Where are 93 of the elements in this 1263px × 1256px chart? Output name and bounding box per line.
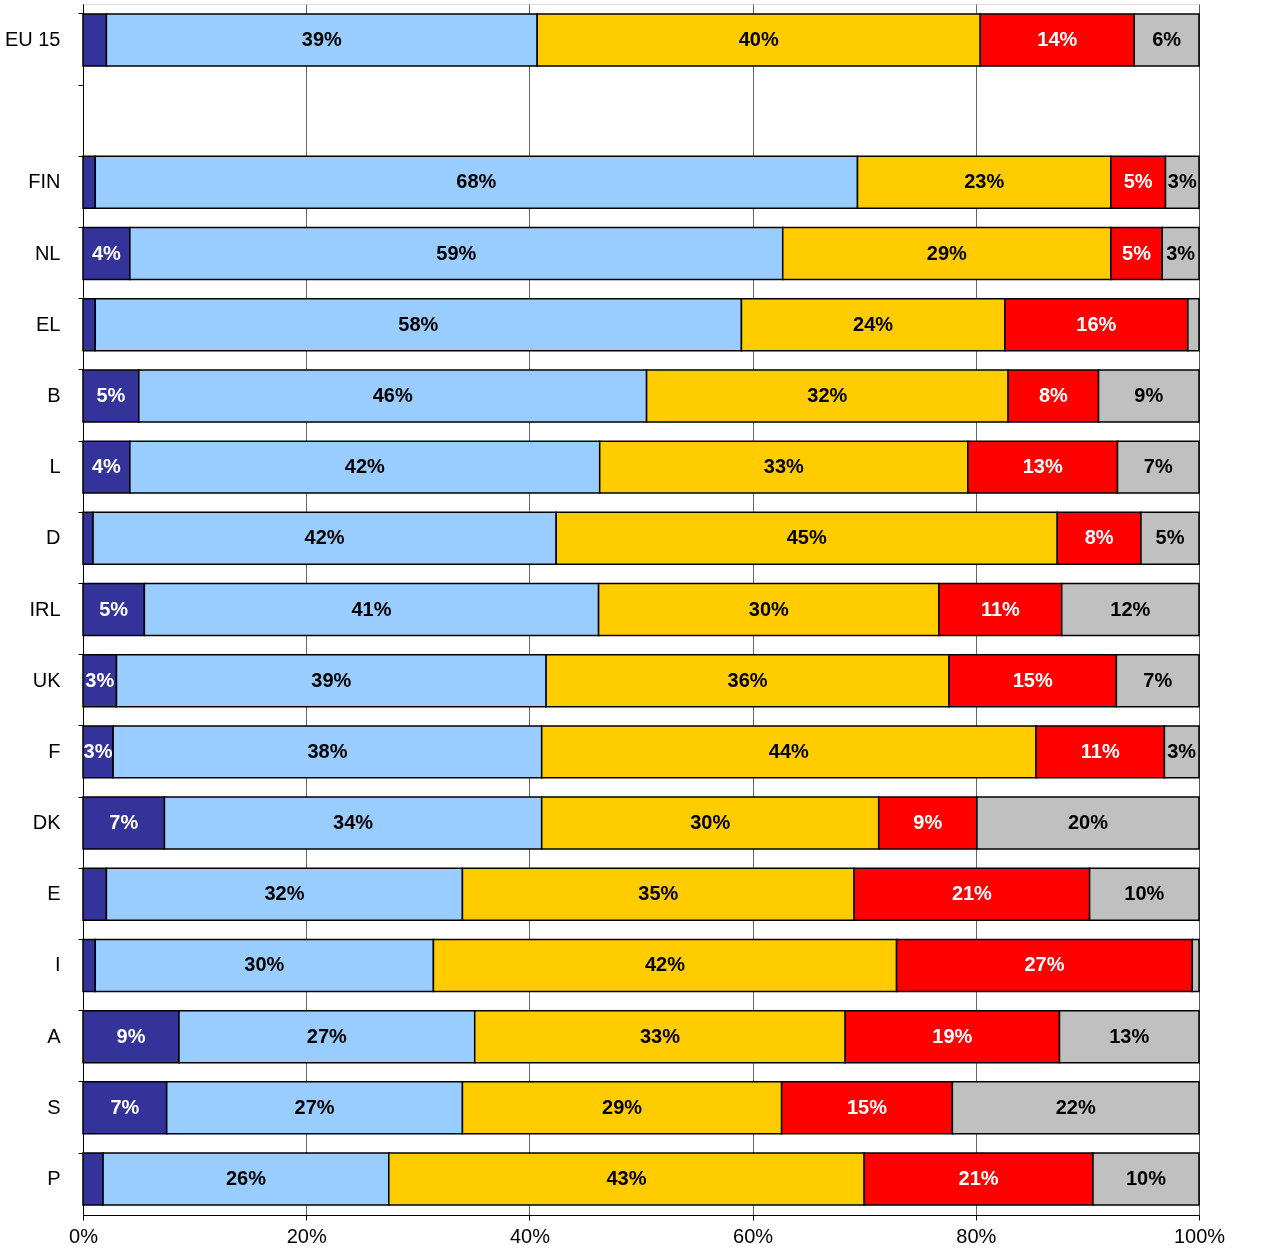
data-label: 7% — [109, 811, 139, 834]
data-label: 16% — [1076, 312, 1117, 335]
data-label: 27% — [294, 1095, 335, 1118]
y-tick-label: B — [47, 383, 61, 406]
data-label: 26% — [225, 1167, 267, 1190]
data-label: 20% — [1067, 811, 1109, 834]
data-label: 13% — [1022, 455, 1063, 478]
data-label: 5% — [1123, 170, 1153, 193]
data-label: 5% — [96, 383, 126, 406]
data-label: 24% — [853, 312, 894, 335]
data-label: 40% — [738, 27, 779, 50]
data-label: 27% — [306, 1024, 348, 1047]
data-label: 3% — [1167, 170, 1197, 193]
data-label: 6% — [1152, 27, 1182, 50]
y-tick-label: I — [54, 953, 61, 976]
data-label: 11% — [980, 597, 1021, 620]
x-tick-label: 0% — [69, 1224, 99, 1247]
y-tick-label: EU 15 — [4, 27, 61, 50]
data-label: 29% — [602, 1095, 643, 1118]
data-label: 44% — [768, 739, 810, 762]
data-label: 42% — [644, 953, 686, 976]
data-label: 13% — [1109, 1024, 1150, 1047]
data-label: 42% — [344, 455, 386, 478]
x-tick-label: 80% — [956, 1224, 997, 1247]
data-label: 41% — [351, 597, 392, 620]
data-label: 35% — [638, 882, 679, 905]
y-tick-label: UK — [32, 668, 62, 691]
data-label: 9% — [116, 1024, 146, 1047]
data-label: 7% — [1143, 668, 1173, 691]
data-label: 23% — [964, 170, 1005, 193]
y-tick-label: FIN — [28, 170, 61, 193]
x-tick-label: 40% — [509, 1224, 551, 1247]
data-label: 5% — [1155, 526, 1185, 549]
y-tick-label: P — [47, 1167, 61, 1190]
data-label: 45% — [786, 526, 827, 549]
data-label: 27% — [1024, 953, 1065, 976]
data-label: 58% — [398, 312, 439, 335]
y-tick-label: EL — [36, 312, 61, 335]
y-tick-label: NL — [34, 241, 61, 264]
data-label: 33% — [763, 455, 805, 478]
data-label: 22% — [1055, 1095, 1096, 1118]
data-label: 39% — [301, 27, 343, 50]
y-tick-label: E — [47, 882, 61, 905]
data-label: 3% — [83, 739, 113, 762]
x-tick-label: 60% — [733, 1224, 774, 1247]
x-tick-label: 20% — [286, 1224, 327, 1247]
y-tick-label: A — [47, 1024, 62, 1047]
data-label: 38% — [307, 739, 348, 762]
y-tick-label: IRL — [29, 597, 61, 620]
data-label: 21% — [958, 1167, 999, 1190]
data-label: 4% — [91, 241, 122, 264]
data-label: 3% — [1166, 241, 1196, 264]
data-label: 34% — [333, 811, 374, 834]
data-label: 42% — [304, 526, 345, 549]
y-tick-label: S — [47, 1095, 61, 1118]
y-tick-label: D — [46, 526, 61, 549]
data-label: 3% — [1167, 739, 1197, 762]
data-label: 3% — [85, 668, 115, 691]
x-tick-label: 100% — [1173, 1224, 1226, 1247]
data-label: 21% — [951, 882, 993, 905]
data-label: 43% — [606, 1167, 647, 1190]
data-label: 30% — [748, 597, 790, 620]
y-tick-label: F — [48, 739, 61, 762]
y-tick-label: L — [49, 455, 61, 478]
data-label: 9% — [1134, 383, 1164, 406]
data-label: 32% — [807, 383, 848, 406]
data-label: 10% — [1125, 1167, 1167, 1190]
data-label: 5% — [99, 597, 129, 620]
data-label: 12% — [1110, 597, 1151, 620]
data-label: 29% — [926, 241, 968, 264]
data-label: 30% — [244, 953, 285, 976]
data-label: 59% — [436, 241, 477, 264]
data-label: 39% — [311, 668, 352, 691]
data-label: 36% — [727, 668, 768, 691]
data-label: 15% — [1012, 668, 1053, 691]
data-label: 15% — [846, 1095, 888, 1118]
data-label: 8% — [1038, 383, 1069, 406]
y-tick-label: DK — [32, 811, 62, 834]
data-label: 32% — [264, 882, 305, 905]
data-label: 30% — [690, 811, 731, 834]
data-label: 11% — [1080, 739, 1120, 762]
data-label: 8% — [1084, 526, 1114, 549]
data-label: 7% — [110, 1095, 140, 1118]
data-label: 33% — [639, 1024, 681, 1047]
data-label: 9% — [913, 811, 943, 834]
data-label: 5% — [1122, 241, 1152, 264]
data-label: 10% — [1124, 882, 1165, 905]
data-label: 46% — [372, 383, 413, 406]
data-label: 68% — [456, 170, 497, 193]
data-label: 14% — [1037, 27, 1078, 50]
data-label: 19% — [932, 1024, 973, 1047]
data-label: 7% — [1143, 455, 1173, 478]
data-label: 4% — [91, 455, 122, 478]
